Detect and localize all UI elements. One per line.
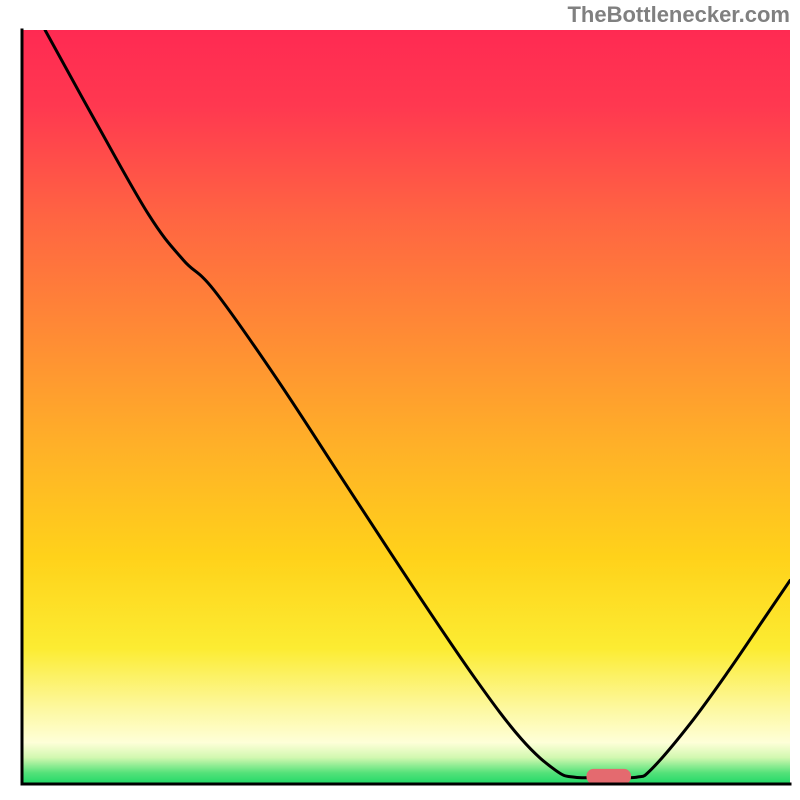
optimum-marker: [586, 769, 631, 784]
bottleneck-curve-chart: [0, 0, 800, 800]
watermark-source: TheBottlenecker.com: [567, 2, 790, 28]
chart-stage: TheBottlenecker.com: [0, 0, 800, 800]
plot-background: [22, 30, 790, 784]
